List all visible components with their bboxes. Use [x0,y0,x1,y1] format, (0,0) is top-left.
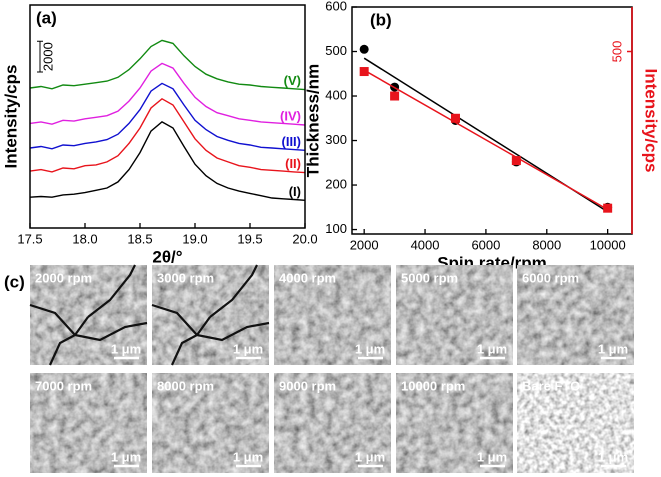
x-tick-label: 19.5 [237,231,262,246]
sem-image [274,373,391,473]
panel-label: (c) [4,272,25,291]
sem-image [30,265,147,365]
scale-label: 1 μm [598,341,628,356]
panel-label: (b) [370,10,392,29]
sem-image [152,373,269,473]
sem-image [396,373,513,473]
sem-image [30,373,147,473]
series-label: (V) [284,73,301,88]
scale-label: 1 μm [477,341,507,356]
image-label: 10000 rpm [401,378,465,393]
scale-label: 1 μm [111,449,141,464]
image-label: 3000 rpm [157,270,214,285]
series-label: (I) [289,184,301,199]
x-tick-label: 6000 [471,237,500,252]
scale-label: 1 μm [111,341,141,356]
data-point [450,113,460,123]
plot-frame [29,4,306,229]
y-tick-label: 500 [325,43,347,58]
y-tick-label: 600 [325,0,347,13]
image-label: 5000 rpm [401,270,458,285]
fit-line [363,69,609,211]
panel-label: (a) [36,8,57,27]
x-tick-label: 10000 [590,237,626,252]
scale-label: 1 μm [355,341,385,356]
series-label: (III) [282,134,302,149]
sem-image [396,265,513,365]
y-axis-title: Thickness/nm [303,64,322,177]
scale-label: 1 μm [233,449,263,464]
x-tick-label: 19.0 [182,231,207,246]
x-tick-label: 18.5 [127,231,152,246]
image-label: 6000 rpm [522,270,579,285]
y-axis-title: Intensity/cps [1,65,20,169]
sem-image [274,265,391,365]
sem-image [517,373,634,473]
crack [29,264,148,366]
y-tick-label: 200 [325,176,347,191]
series-label: (IV) [280,108,301,123]
image-label: Bare FTO [522,378,580,393]
data-point [359,67,369,77]
y-tick-label: 400 [325,87,347,102]
scale-label: 1 μm [233,341,263,356]
sem-image [517,265,634,365]
y2-tick-label: 500 [609,41,624,63]
data-point [359,44,369,54]
data-point [603,203,613,213]
x-tick-label: 4000 [411,237,440,252]
x-tick-label: 2000 [350,237,379,252]
scale-label: 1 μm [477,449,507,464]
sem-image [152,265,269,365]
crack [151,264,270,366]
image-label: 2000 rpm [35,270,92,285]
data-line [29,39,306,91]
data-line [29,82,306,151]
scale-bar-label: 2000 [40,42,55,71]
x-tick-label: 20.0 [292,231,317,246]
x-tick-label: 17.5 [17,231,42,246]
image-label: 8000 rpm [157,378,214,393]
data-line [29,97,306,174]
image-label: 4000 rpm [279,270,336,285]
data-point [390,91,400,101]
image-label: 9000 rpm [279,378,336,393]
scale-bar [37,40,43,73]
image-label: 7000 rpm [35,378,92,393]
x-tick-label: 18.0 [72,231,97,246]
x-tick-label: 8000 [532,237,561,252]
data-line [29,121,306,201]
scale-label: 1 μm [355,449,385,464]
data-line [29,62,306,126]
y-tick-label: 100 [325,221,347,236]
series-label: (II) [285,156,301,171]
y-tick-label: 300 [325,132,347,147]
y2-axis-title: Intensity/cps [642,69,661,173]
data-point [511,156,521,166]
scale-label: 1 μm [598,449,628,464]
x-axis-title: 2θ/° [152,247,182,266]
